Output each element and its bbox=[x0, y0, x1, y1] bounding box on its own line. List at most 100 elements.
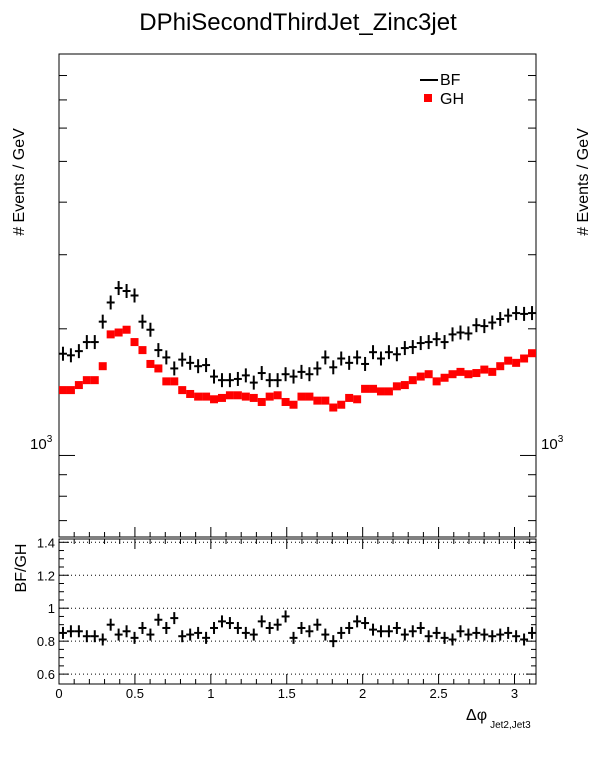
gh-point bbox=[66, 386, 75, 395]
x-tick-label: 1.5 bbox=[278, 686, 296, 701]
gh-point bbox=[321, 396, 330, 405]
gh-point bbox=[496, 362, 505, 371]
gh-point bbox=[480, 365, 489, 374]
gh-point bbox=[265, 392, 274, 401]
gh-point bbox=[376, 387, 385, 396]
main-data-points bbox=[58, 281, 537, 412]
gh-point bbox=[58, 386, 67, 395]
gh-point bbox=[74, 381, 83, 390]
gh-point bbox=[281, 397, 290, 406]
gh-point bbox=[273, 391, 282, 400]
gh-point bbox=[210, 395, 219, 404]
gh-point bbox=[440, 373, 449, 382]
gh-point bbox=[345, 393, 354, 402]
ratio-data-points bbox=[59, 610, 536, 648]
y-tick-label-1000: 103 bbox=[30, 434, 53, 453]
gh-point bbox=[178, 386, 187, 395]
ratio-y-tick-label: 1 bbox=[48, 601, 55, 616]
y-tick-label-1000-right: 103 bbox=[541, 434, 564, 453]
gh-point bbox=[424, 370, 433, 379]
ratio-y-axis-label: BF/GH bbox=[13, 544, 30, 593]
main-y-axis-label-right: # Events / GeV bbox=[575, 128, 592, 236]
gh-point bbox=[289, 400, 298, 409]
gh-point bbox=[361, 384, 370, 393]
gh-point bbox=[257, 397, 266, 406]
gh-point bbox=[408, 376, 417, 385]
gh-point bbox=[233, 391, 242, 400]
main-panel-frame bbox=[58, 53, 537, 538]
gh-point bbox=[488, 367, 497, 376]
gh-point bbox=[512, 358, 521, 367]
gh-point bbox=[432, 377, 441, 386]
x-tick-label: 2 bbox=[359, 686, 366, 701]
x-tick-label: 0 bbox=[55, 686, 62, 701]
gh-point bbox=[122, 325, 131, 334]
gh-point bbox=[98, 362, 107, 371]
gh-point bbox=[504, 356, 513, 365]
gh-point bbox=[297, 392, 306, 401]
gh-point bbox=[464, 370, 473, 379]
gh-point bbox=[202, 392, 211, 401]
gh-point bbox=[162, 377, 171, 386]
x-tick-label: 2.5 bbox=[430, 686, 448, 701]
y-tick-exponent-right: 3 bbox=[558, 434, 564, 445]
chart-title: DPhiSecondThirdJet_Zinc3jet bbox=[139, 9, 457, 36]
gh-point bbox=[170, 377, 179, 386]
ratio-panel-frame bbox=[58, 538, 537, 685]
gh-point bbox=[138, 346, 147, 355]
gh-point bbox=[217, 393, 226, 402]
y-tick-base: 10 bbox=[30, 436, 47, 453]
legend-gh-label: GH bbox=[440, 91, 464, 108]
gh-point bbox=[249, 393, 258, 402]
main-y-axis-label: # Events / GeV bbox=[11, 128, 28, 236]
ratio-y-ticks: 0.6 0.8 1 1.2 1.4 bbox=[37, 535, 536, 682]
gh-point bbox=[369, 384, 378, 393]
legend: BF GH bbox=[414, 60, 482, 110]
x-tick-label: 0.5 bbox=[126, 686, 144, 701]
gh-point bbox=[82, 376, 91, 385]
gh-point bbox=[225, 391, 234, 400]
legend-bf-label: BF bbox=[440, 72, 461, 89]
gh-point bbox=[313, 396, 322, 405]
ratio-y-tick-label: 0.6 bbox=[37, 667, 55, 682]
main-panel: # Events / GeV # Events / GeV 103 103 BF… bbox=[11, 53, 592, 538]
main-x-ticks bbox=[58, 527, 531, 537]
ratio-panel: 0.6 0.8 1 1.2 1.4 0 0.5 1 1.5 2 2.5 3 BF/GH ΔφJet2… bbox=[13, 535, 537, 731]
legend-gh-marker bbox=[424, 94, 432, 102]
ratio-grid-lines bbox=[59, 541, 536, 675]
ratio-y-tick-label: 1.4 bbox=[37, 535, 55, 550]
gh-point bbox=[106, 330, 115, 339]
gh-point bbox=[329, 403, 338, 412]
ratio-x-ticks: 0 0.5 1 1.5 2 2.5 3 bbox=[55, 539, 531, 701]
y-tick-exponent: 3 bbox=[47, 434, 53, 445]
gh-point bbox=[337, 400, 346, 409]
gh-point bbox=[520, 354, 529, 363]
y-tick-base-right: 10 bbox=[541, 436, 558, 453]
gh-point bbox=[448, 370, 457, 379]
x-tick-label: 3 bbox=[511, 686, 518, 701]
gh-point bbox=[353, 395, 362, 404]
gh-point bbox=[384, 387, 393, 396]
gh-point bbox=[392, 382, 401, 391]
ratio-y-tick-label: 1.2 bbox=[37, 568, 55, 583]
gh-point bbox=[194, 392, 203, 401]
x-tick-label: 1 bbox=[207, 686, 214, 701]
x-axis-label: ΔφJet2,Jet3 bbox=[466, 707, 531, 731]
x-axis-label-subscript: Jet2,Jet3 bbox=[490, 720, 531, 731]
gh-point bbox=[241, 392, 250, 401]
gh-point bbox=[186, 389, 195, 398]
gh-point bbox=[305, 392, 314, 401]
gh-point bbox=[416, 372, 425, 381]
x-axis-label-symbol: Δφ bbox=[466, 707, 487, 724]
gh-point bbox=[472, 369, 481, 378]
gh-point bbox=[456, 367, 465, 376]
gh-point bbox=[90, 376, 99, 385]
ratio-y-tick-label: 0.8 bbox=[37, 634, 55, 649]
gh-point bbox=[528, 349, 537, 358]
gh-point bbox=[400, 381, 409, 390]
gh-point bbox=[130, 338, 139, 347]
gh-point bbox=[154, 364, 163, 373]
main-y-ticks bbox=[59, 53, 536, 522]
gh-point bbox=[114, 328, 123, 337]
